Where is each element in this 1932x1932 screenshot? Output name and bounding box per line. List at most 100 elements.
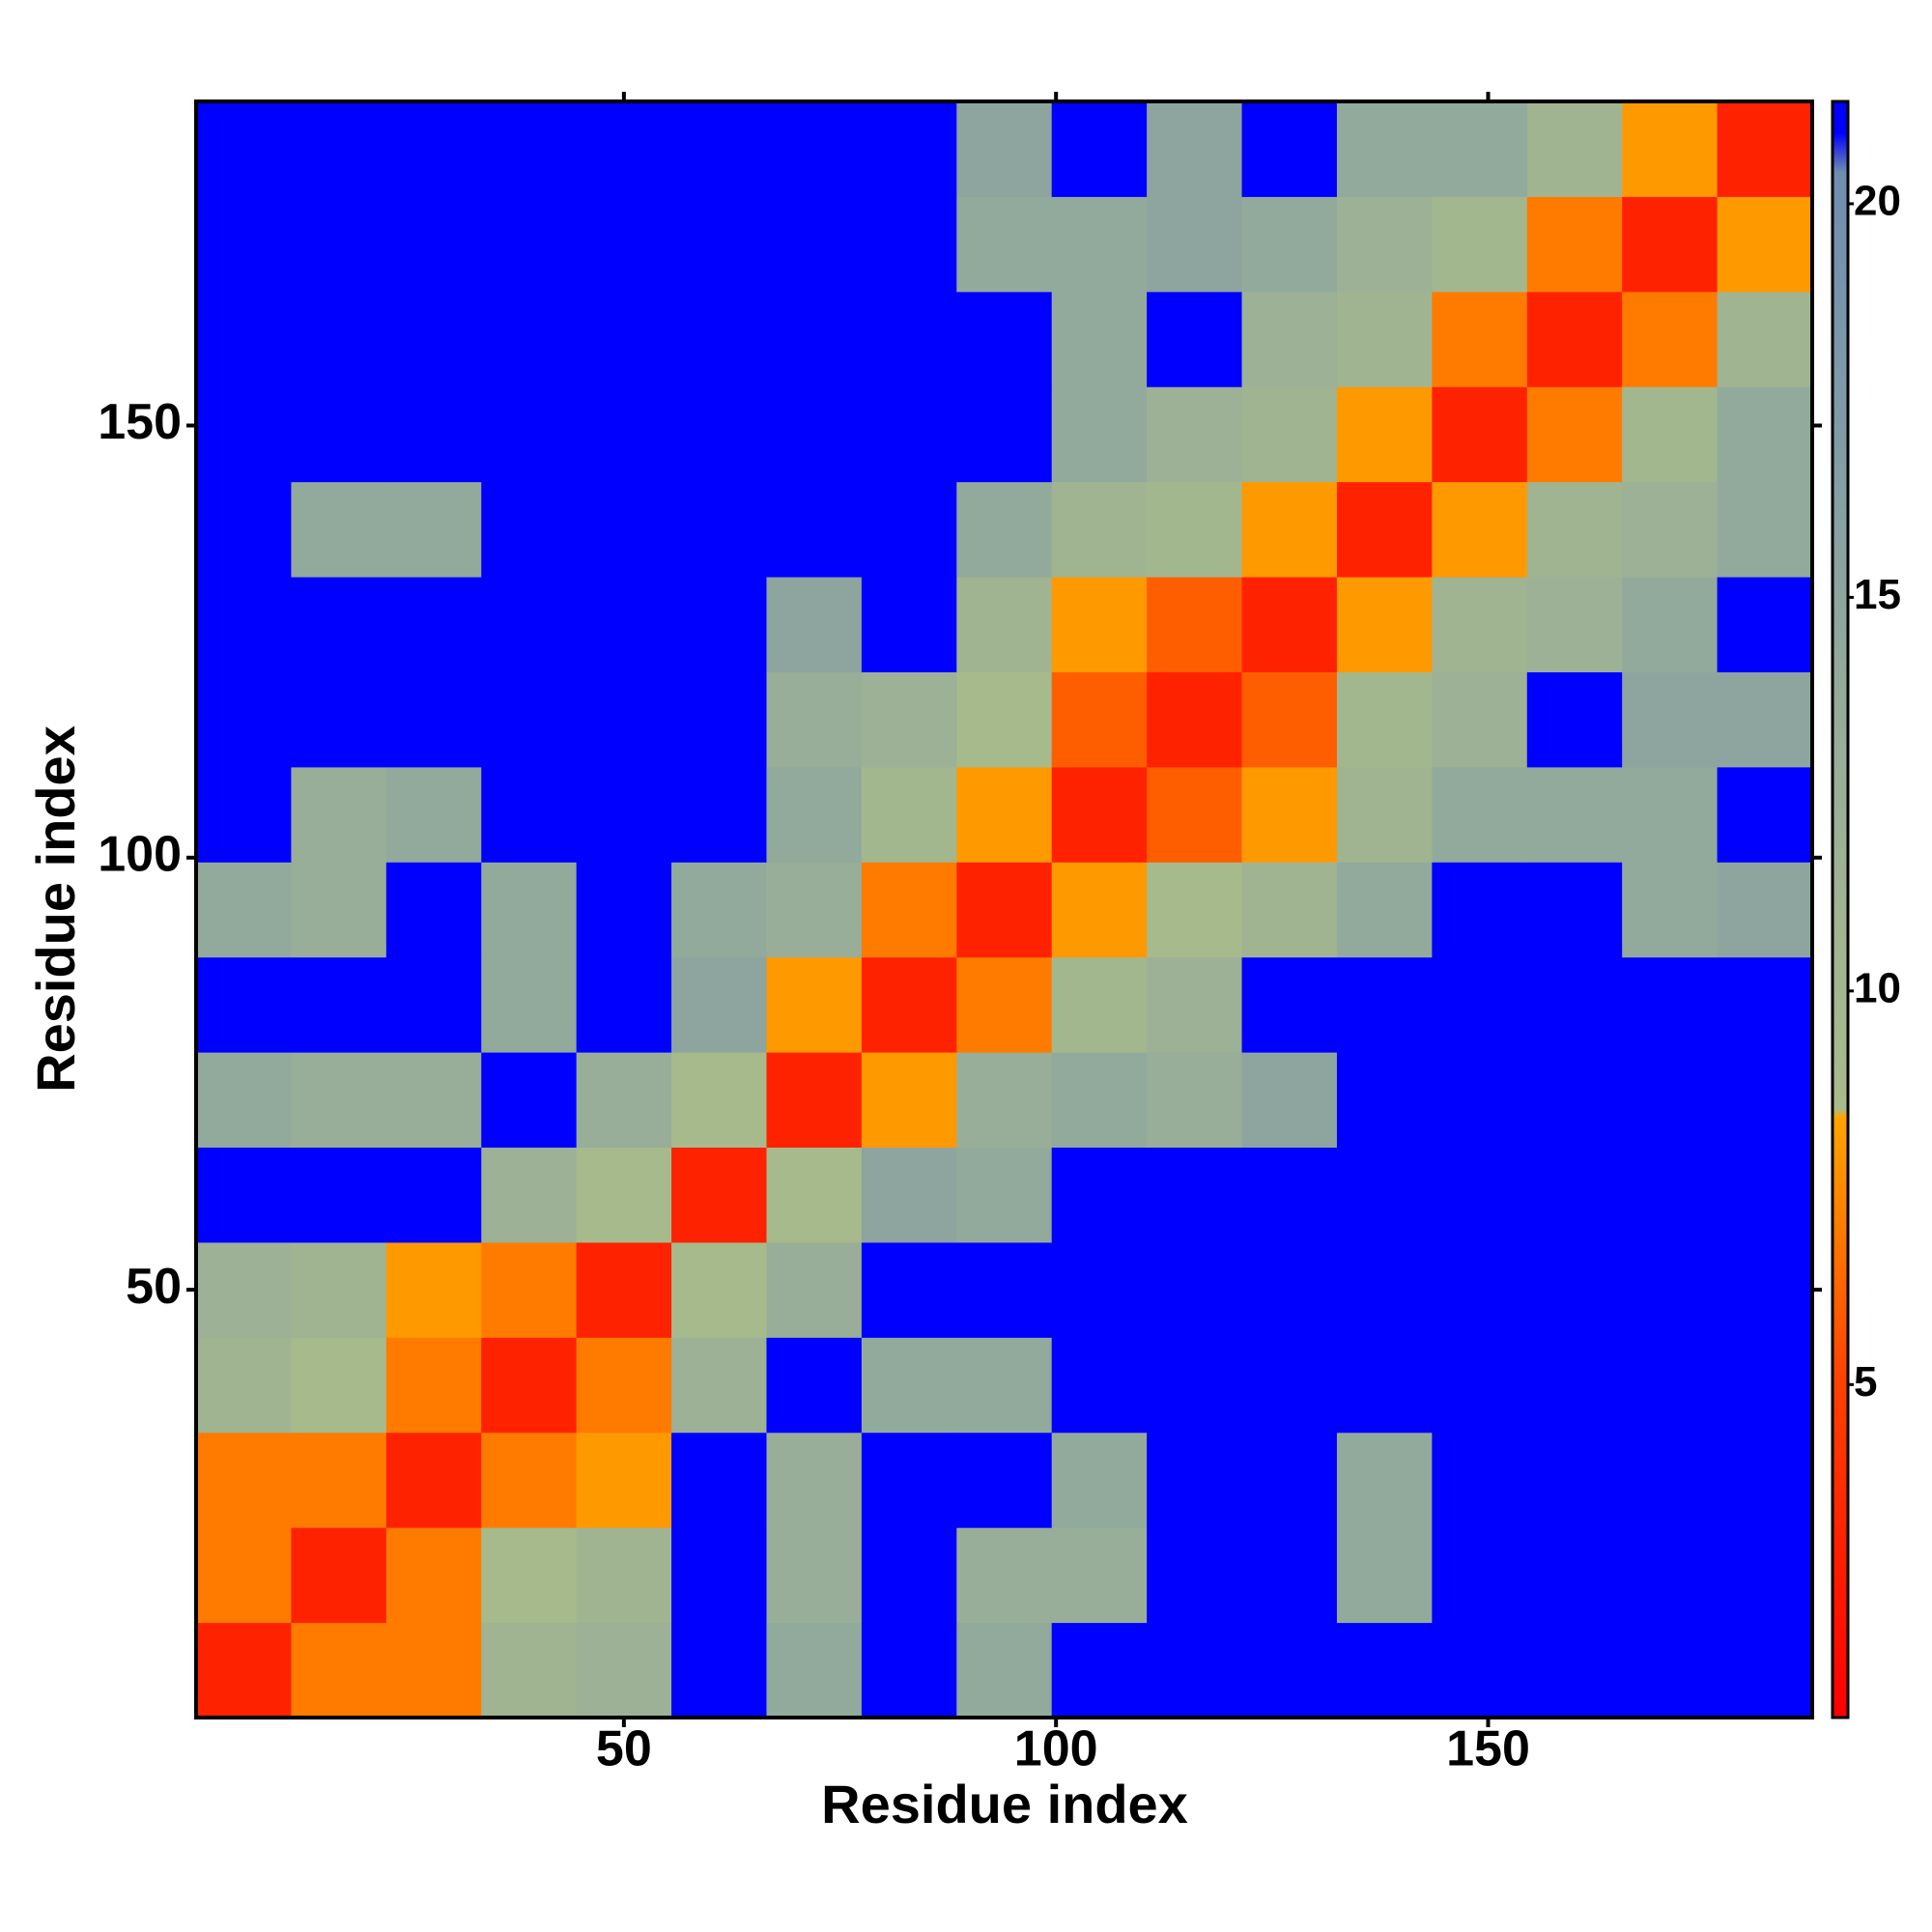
heat-cell	[861, 386, 957, 483]
heat-cell	[671, 1527, 767, 1624]
heat-cell	[1051, 481, 1148, 578]
heat-cell	[291, 1622, 387, 1719]
heat-cell	[1241, 196, 1338, 293]
y-tick-label: 150	[98, 394, 182, 450]
heat-cell	[1241, 1337, 1338, 1434]
heat-cell	[956, 1052, 1053, 1149]
heat-cell	[196, 862, 292, 958]
heat-cell	[481, 1527, 578, 1624]
heat-cell	[1622, 1147, 1719, 1243]
heat-cell	[861, 1527, 957, 1624]
x-tick-label: 50	[596, 1721, 652, 1777]
x-tick-label: 100	[1014, 1721, 1098, 1777]
heat-cell	[576, 766, 672, 863]
heat-cell	[671, 862, 767, 958]
heat-cell	[766, 196, 863, 293]
heat-cell	[1432, 766, 1528, 863]
heat-cell	[1241, 862, 1338, 958]
heat-cell	[481, 862, 578, 958]
heat-cell	[861, 101, 957, 197]
heat-cell	[766, 956, 863, 1053]
heat-cell	[1717, 671, 1813, 768]
heat-cell	[1526, 1622, 1623, 1719]
heat-cell	[576, 862, 672, 958]
heat-cell	[481, 1147, 578, 1243]
heat-cell	[1241, 101, 1338, 197]
heat-cell	[956, 1147, 1053, 1243]
heat-cell	[1622, 196, 1719, 293]
heat-cell	[385, 766, 482, 863]
heat-cell	[196, 1622, 292, 1719]
heat-cell	[481, 1337, 578, 1434]
heat-cell	[196, 386, 292, 483]
heat-cell	[1336, 577, 1433, 672]
heat-cell	[385, 862, 482, 958]
heat-cell	[196, 766, 292, 863]
heat-cell	[481, 766, 578, 863]
x-axis-title: Residue index	[821, 1774, 1188, 1834]
colorbar-tick-label: 20	[1854, 178, 1901, 225]
heat-cell	[1717, 291, 1813, 387]
heat-cell	[861, 956, 957, 1053]
heat-cell	[766, 291, 863, 387]
heat-cell	[1526, 766, 1623, 863]
heat-cell	[1622, 956, 1719, 1053]
heat-cell	[1336, 291, 1433, 387]
heat-cell	[1336, 1241, 1433, 1338]
heat-cell	[385, 291, 482, 387]
heat-cell	[861, 1337, 957, 1434]
heat-cell	[291, 1432, 387, 1528]
heat-cell	[1526, 481, 1623, 578]
heat-cell	[481, 1622, 578, 1719]
heat-cell	[196, 1527, 292, 1624]
heat-cell	[956, 766, 1053, 863]
heat-cell	[956, 481, 1053, 578]
heat-cell	[1051, 386, 1148, 483]
heat-cell	[196, 956, 292, 1053]
heat-cell	[481, 291, 578, 387]
heat-cell	[861, 1622, 957, 1719]
heat-cell	[1147, 1622, 1243, 1719]
heat-cell	[291, 577, 387, 672]
heat-cell	[1147, 1527, 1243, 1624]
heat-cell	[861, 577, 957, 672]
heat-cell	[576, 196, 672, 293]
heat-cell	[956, 577, 1053, 672]
heat-cell	[1241, 1147, 1338, 1243]
heat-cell	[766, 862, 863, 958]
heat-cell	[1717, 862, 1813, 958]
heat-cell	[1526, 1147, 1623, 1243]
colorbar-tick-label: 5	[1854, 1358, 1877, 1406]
heat-cell	[956, 956, 1053, 1053]
heat-cell	[1147, 1147, 1243, 1243]
x-tick-label: 150	[1446, 1721, 1530, 1777]
heat-cell	[766, 1337, 863, 1434]
heat-cell	[481, 386, 578, 483]
heat-cell	[291, 766, 387, 863]
heat-cell	[1147, 386, 1243, 483]
heat-cell	[385, 671, 482, 768]
heat-cell	[861, 1241, 957, 1338]
heat-cell	[671, 1337, 767, 1434]
heat-cell	[1432, 291, 1528, 387]
heat-cell	[385, 1337, 482, 1434]
heat-cell	[1147, 766, 1243, 863]
colorbar	[1831, 99, 1850, 1719]
heat-cell	[956, 1527, 1053, 1624]
heat-cell	[671, 1241, 767, 1338]
heat-cell	[766, 766, 863, 863]
heat-cell	[766, 1241, 863, 1338]
heat-cell	[481, 1432, 578, 1528]
heat-cell	[766, 1147, 863, 1243]
heat-cell	[1432, 577, 1528, 672]
heat-cell	[1622, 577, 1719, 672]
heat-cell	[1051, 1622, 1148, 1719]
heat-cell	[1526, 196, 1623, 293]
heat-cell	[766, 1527, 863, 1624]
heat-cell	[1147, 1052, 1243, 1149]
colorbar-tick-label: 15	[1854, 571, 1901, 618]
heat-cell	[1432, 671, 1528, 768]
heat-cell	[1526, 386, 1623, 483]
heat-cell	[1432, 196, 1528, 293]
heat-cell	[1051, 1337, 1148, 1434]
